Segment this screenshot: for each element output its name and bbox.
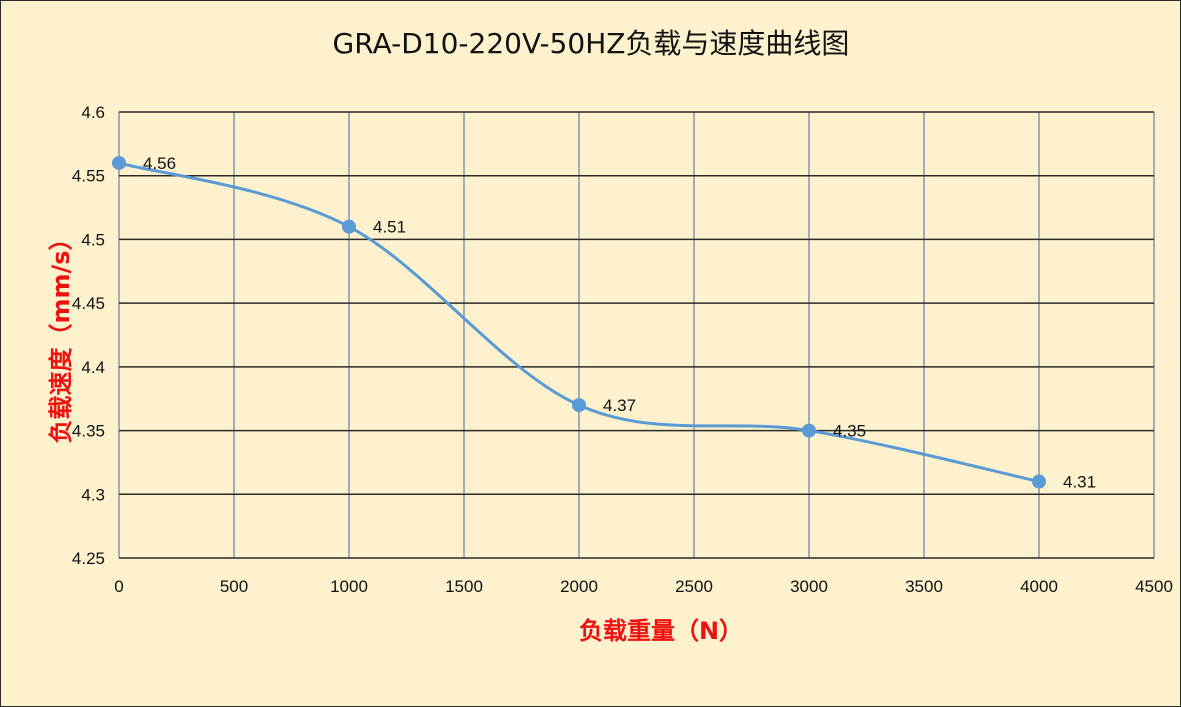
y-tick-label: 4.35 (72, 422, 105, 441)
data-point (342, 219, 356, 234)
y-tick-label: 4.3 (81, 485, 105, 504)
x-tick-label: 500 (220, 577, 248, 596)
x-tick-label: 3500 (905, 577, 943, 596)
y-tick-label: 4.55 (72, 167, 105, 186)
chart-title: GRA-D10-220V-50HZ负载与速度曲线图 (333, 27, 850, 60)
data-label: 4.31 (1063, 473, 1096, 492)
data-label: 4.35 (833, 422, 866, 441)
x-tick-label: 1500 (445, 577, 483, 596)
x-axis-title: 负载重量（N） (579, 617, 743, 645)
x-tick-label: 1000 (330, 577, 368, 596)
data-labels: 4.56 4.51 4.37 4.35 4.31 (143, 154, 1096, 492)
series-layer (112, 155, 1046, 489)
data-label: 4.56 (143, 154, 176, 173)
x-tick-label: 4000 (1020, 577, 1058, 596)
data-label: 4.37 (603, 396, 636, 415)
data-point (112, 155, 126, 170)
x-tick-label: 4500 (1135, 577, 1173, 596)
y-tick-label: 4.45 (72, 294, 105, 313)
data-point (572, 398, 586, 413)
tick-labels: 0 500 1000 1500 2000 2500 3000 3500 4000 4500 4.25… (72, 103, 1173, 596)
y-tick-label: 4.25 (72, 549, 105, 568)
data-point (802, 423, 816, 438)
y-axis-title: 负载速度（mm/s） (47, 226, 75, 443)
y-tick-label: 4.6 (81, 103, 105, 122)
data-point (1032, 474, 1046, 489)
grid-lines (118, 111, 1155, 559)
y-tick-label: 4.5 (81, 230, 105, 249)
data-label: 4.51 (373, 218, 406, 237)
x-tick-label: 2500 (675, 577, 713, 596)
x-tick-label: 3000 (790, 577, 828, 596)
x-tick-label: 2000 (560, 577, 598, 596)
y-tick-label: 4.4 (81, 358, 105, 377)
x-tick-label: 0 (114, 577, 123, 596)
